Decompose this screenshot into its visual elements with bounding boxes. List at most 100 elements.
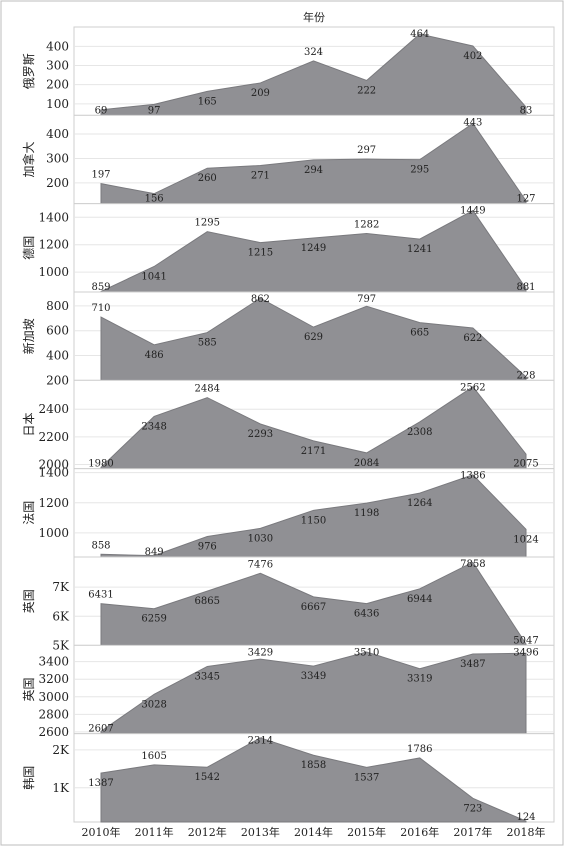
x-tick-label: 2012年 [188, 825, 227, 839]
x-tick-label: 2018年 [507, 825, 546, 839]
y-tick-label: 800 [46, 299, 69, 313]
y-tick-label: 300 [46, 151, 69, 165]
panel-label: 德国 [21, 236, 36, 260]
data-label: 3319 [407, 674, 432, 685]
data-label: 3496 [513, 647, 538, 658]
y-tick-label: 400 [46, 127, 69, 141]
data-label: 324 [304, 47, 323, 58]
data-label: 2075 [513, 459, 538, 470]
data-label: 1449 [460, 206, 485, 217]
area-series [100, 209, 527, 293]
data-label: 622 [463, 333, 482, 344]
y-tick-label: 7K [52, 580, 70, 594]
data-label: 402 [463, 51, 482, 62]
data-label: 6667 [301, 602, 326, 613]
panel: 1000 1200 1400 859 1041 1295 1215 1249 1282 1241 1… [21, 203, 555, 293]
y-tick-label: 3000 [38, 690, 69, 704]
data-label: 710 [91, 303, 110, 314]
data-label: 6944 [407, 594, 432, 605]
x-tick-label: 2014年 [294, 825, 333, 839]
panel: 2000 2200 2400 1980 2348 2484 2293 2171 2084 2308… [22, 379, 555, 472]
data-label: 976 [198, 542, 217, 553]
data-label: 228 [516, 370, 535, 381]
data-label: 1030 [248, 533, 273, 544]
data-label: 6431 [88, 590, 113, 601]
x-tick-label: 2017年 [453, 825, 492, 839]
data-label: 1542 [195, 772, 220, 783]
data-label: 1858 [301, 760, 326, 771]
data-label: 1150 [301, 515, 326, 526]
data-label: 1386 [460, 471, 485, 482]
data-label: 1241 [407, 244, 432, 255]
y-tick-label: 1400 [38, 466, 69, 480]
data-label: 2308 [407, 427, 432, 438]
y-tick-label: 3200 [38, 672, 69, 686]
area-series [100, 297, 527, 381]
data-label: 1215 [248, 248, 273, 259]
panel: 5K 6K 7K 6431 6259 6865 7476 6667 6436 6944 7858 50… [22, 556, 555, 652]
y-tick-label: 600 [46, 324, 69, 338]
data-label: 881 [516, 282, 535, 293]
data-label: 1980 [88, 459, 113, 470]
data-label: 1198 [354, 508, 379, 519]
data-label: 797 [357, 294, 376, 305]
data-label: 3487 [460, 659, 485, 670]
y-tick-label: 2600 [38, 725, 69, 739]
panel-label: 新加坡 [21, 318, 36, 354]
data-label: 197 [91, 170, 110, 181]
data-label: 2293 [248, 429, 273, 440]
data-label: 486 [145, 350, 164, 361]
data-label: 7476 [248, 559, 273, 570]
area-series [100, 651, 527, 735]
data-label: 858 [91, 540, 110, 551]
data-label: 297 [357, 145, 376, 156]
data-label: 723 [463, 803, 482, 814]
panel: 200 300 400 197 156 260 271 294 297 295 443 127 加拿大 [21, 114, 555, 205]
y-tick-label: 2000 [38, 458, 69, 472]
data-label: 2348 [141, 421, 166, 432]
data-label: 222 [357, 85, 376, 96]
panel: 1K 2K 1387 1605 1542 2314 1858 1537 1786 723 124 韩国 [21, 733, 555, 823]
data-label: 859 [91, 282, 110, 293]
y-tick-label: 1K [52, 781, 70, 795]
area-series [100, 737, 527, 823]
panel: 100 200 300 400 69 97 165 209 324 222 464 402 83 俄罗斯 [22, 26, 555, 116]
data-label: 1537 [354, 772, 379, 783]
y-tick-label: 200 [46, 78, 69, 92]
area-series [100, 474, 527, 558]
chart-title: 年份 [303, 10, 325, 24]
panel: 200 400 600 800 710 486 585 862 629 797 665 622 228 新… [21, 291, 555, 387]
area-series [100, 33, 527, 116]
data-label: 1264 [407, 498, 432, 509]
y-tick-label: 1400 [38, 210, 69, 224]
data-label: 1605 [141, 751, 166, 762]
y-tick-label: 2800 [38, 707, 69, 721]
data-label: 1024 [513, 534, 538, 545]
y-tick-label: 100 [46, 97, 69, 111]
data-label: 2484 [195, 384, 220, 395]
data-label: 2084 [354, 458, 379, 469]
panel-label: 日本 [22, 412, 36, 436]
data-label: 294 [304, 165, 323, 176]
y-tick-label: 1200 [38, 238, 69, 252]
data-label: 124 [516, 812, 535, 823]
data-label: 1786 [407, 744, 432, 755]
data-label: 6259 [141, 614, 166, 625]
data-label: 1249 [301, 243, 326, 254]
y-tick-label: 200 [46, 373, 69, 387]
x-tick-label: 2010年 [82, 825, 121, 839]
data-label: 2314 [248, 736, 273, 747]
x-tick-label: 2015年 [347, 825, 386, 839]
panel-label: 韩国 [21, 766, 36, 790]
data-label: 3345 [195, 671, 220, 682]
data-label: 862 [251, 294, 270, 305]
data-label: 295 [410, 165, 429, 176]
data-label: 2171 [301, 446, 326, 457]
data-label: 3510 [354, 647, 379, 658]
data-label: 1041 [141, 271, 166, 282]
area-series [100, 386, 527, 470]
y-tick-label: 2200 [38, 430, 69, 444]
